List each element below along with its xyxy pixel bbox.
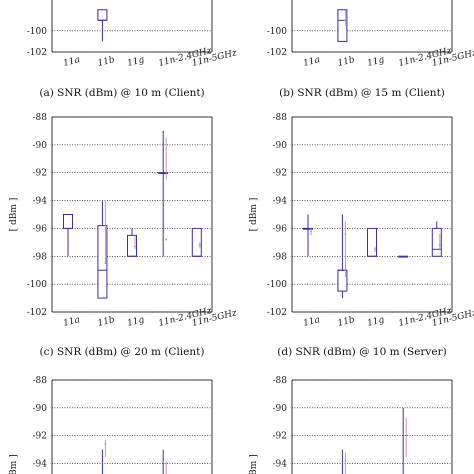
panel-caption: (c) SNR (dBm) @ 20 m (Client) [40,346,205,358]
y-tick-label: -88 [33,113,48,123]
x-tick-label: 11a [302,55,321,69]
y-tick-label: -88 [273,376,288,386]
x-tick-label: 11g [126,55,145,69]
y-tick-label: -90 [33,404,48,414]
secondary-point [438,244,441,247]
y-tick-label: -100 [27,280,47,290]
x-tick-label: 11b [97,315,116,329]
chart-panel: -88 -90 -92 -94 dBm ] [9,376,213,474]
panel-caption: (a) SNR (dBm) @ 10 m (Client) [39,87,204,99]
secondary-point [104,443,107,445]
secondary-point [344,459,347,462]
y-tick-label: -102 [27,308,47,318]
y-tick-label: -96 [273,224,288,234]
y-tick-label: -96 [33,224,48,234]
secondary-point [344,233,347,235]
y-tick-label: -102 [267,308,287,318]
y-tick-label: -88 [33,376,48,386]
y-tick-label: -98 [273,252,288,262]
y-tick-label: -92 [273,432,288,442]
secondary-point [374,248,376,251]
x-tick-label: 11a [62,55,81,69]
secondary-point [405,434,408,437]
box-body [97,9,108,21]
box-body [97,225,108,299]
y-tick-label: -88 [273,113,288,123]
y-tick-label: -92 [33,432,48,442]
box-body [431,227,442,257]
secondary-point [134,245,136,248]
x-tick-label: 11b [337,55,356,69]
y-axis-label: [ dBm ] [249,198,259,232]
chart-panel: -88 -90 -92 -94 dBm ] [249,376,453,474]
secondary-point [344,19,347,22]
box-body [337,9,348,42]
x-tick-label: 11b [97,55,116,69]
x-tick-label: 11g [366,315,385,329]
y-axis-label: dBm ] [9,454,19,474]
x-tick-label: 11b [337,315,356,329]
y-tick-label: -94 [273,460,288,470]
box-body [63,214,73,229]
x-tick-label: 11g [366,55,385,69]
y-tick-label: -100 [267,27,287,37]
x-tick-label: 11a [302,315,321,329]
y-tick-label: -90 [273,141,288,151]
secondary-point [104,262,107,265]
y-tick-label: -100 [267,280,287,290]
y-axis-label: [ dBm ] [9,198,19,232]
y-tick-label: -102 [27,48,47,58]
secondary-point [310,230,312,233]
y-tick-label: -94 [33,197,48,207]
y-tick-label: -90 [273,404,288,414]
panel-caption: (b) SNR (dBm) @ 15 m (Client) [279,87,445,99]
panel-caption: (d) SNR (dBm) @ 10 m (Server) [277,346,446,358]
x-tick-label: 11a [62,315,81,329]
secondary-point [165,238,168,241]
y-tick-label: -94 [273,197,288,207]
y-tick-label: -98 [33,252,48,262]
y-tick-label: -92 [273,169,288,179]
x-tick-label: 11g [126,315,145,329]
y-tick-label: -94 [33,460,48,470]
y-tick-label: -92 [33,169,48,179]
y-axis-label: dBm ] [249,454,259,474]
secondary-point [198,244,201,247]
y-tick-label: -90 [33,141,48,151]
y-tick-label: -100 [27,27,47,37]
y-tick-label: -102 [267,48,287,58]
